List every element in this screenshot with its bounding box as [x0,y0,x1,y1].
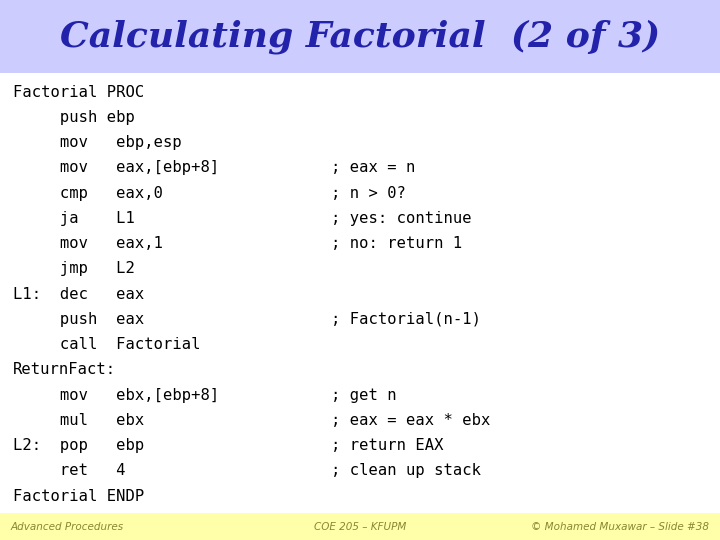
Text: L1:  dec   eax: L1: dec eax [13,287,144,301]
Text: L2:  pop   ebp: L2: pop ebp [13,438,144,453]
Text: jmp   L2: jmp L2 [13,261,135,276]
Text: mov   ebp,esp: mov ebp,esp [13,135,181,150]
FancyBboxPatch shape [0,0,720,73]
Text: ret   4: ret 4 [13,463,125,478]
Text: Factorial PROC: Factorial PROC [13,84,144,99]
Text: mul   ebx: mul ebx [13,413,144,428]
Text: Advanced Procedures: Advanced Procedures [11,522,124,531]
FancyBboxPatch shape [0,513,720,540]
Text: push ebp: push ebp [13,110,135,125]
Text: mov   eax,1: mov eax,1 [13,236,163,251]
Text: ; clean up stack: ; clean up stack [331,463,481,478]
Text: ; Factorial(n-1): ; Factorial(n-1) [331,312,481,327]
Text: ; get n: ; get n [331,388,397,402]
Text: Calculating Factorial  (2 of 3): Calculating Factorial (2 of 3) [60,19,660,54]
Text: mov   eax,[ebp+8]: mov eax,[ebp+8] [13,160,219,176]
Text: cmp   eax,0: cmp eax,0 [13,186,163,200]
Text: ; n > 0?: ; n > 0? [331,186,406,200]
Text: © Mohamed Muxawar – Slide #38: © Mohamed Muxawar – Slide #38 [531,522,709,531]
Text: ; eax = eax * ebx: ; eax = eax * ebx [331,413,490,428]
Text: COE 205 – KFUPM: COE 205 – KFUPM [314,522,406,531]
Text: ; yes: continue: ; yes: continue [331,211,472,226]
Text: ja    L1: ja L1 [13,211,135,226]
Text: ; eax = n: ; eax = n [331,160,415,176]
Text: push  eax: push eax [13,312,144,327]
Text: mov   ebx,[ebp+8]: mov ebx,[ebp+8] [13,388,219,402]
Text: ReturnFact:: ReturnFact: [13,362,116,377]
Text: ; return EAX: ; return EAX [331,438,444,453]
Text: Factorial ENDP: Factorial ENDP [13,489,144,504]
Text: ; no: return 1: ; no: return 1 [331,236,462,251]
Text: call  Factorial: call Factorial [13,337,200,352]
